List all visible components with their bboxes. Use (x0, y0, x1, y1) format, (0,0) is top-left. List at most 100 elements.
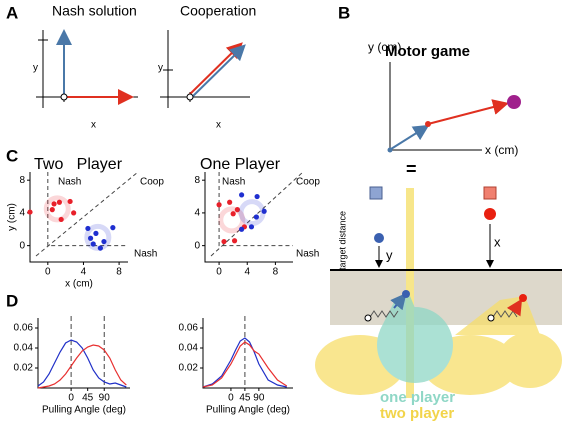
point (87, 235, 94, 241)
highlight (43, 195, 71, 223)
point (230, 211, 236, 217)
x-tick-label: 0 (216, 267, 222, 278)
origin (60, 93, 68, 101)
y-tick-label: 4 (19, 208, 25, 219)
point (239, 226, 245, 232)
axes (160, 30, 250, 108)
point (231, 238, 238, 244)
x-axis-label: Pulling Angle (deg) (42, 405, 126, 416)
chart-title: One Player (200, 156, 281, 173)
y-label: y (158, 63, 163, 74)
arrow (390, 124, 430, 150)
x-tick-label: 45 (239, 393, 251, 404)
chart-title: Two Player (34, 156, 123, 173)
y-tick-label: 0 (194, 240, 200, 251)
x-tick-label: 8 (116, 267, 122, 278)
reference-lines (210, 171, 304, 257)
point (221, 238, 227, 245)
point (49, 207, 55, 213)
annotation: Coop (296, 177, 320, 188)
y-tick-label: 0.06 (179, 323, 199, 334)
x-tick-label: 45 (82, 393, 94, 404)
point (101, 238, 107, 245)
reference-lines (35, 171, 139, 257)
x-marker: x (494, 234, 501, 249)
x-label: x (216, 120, 221, 131)
panel-b: B Motor game y (cm) x (cm) = y x target … (315, 3, 562, 422)
point (110, 225, 116, 231)
arrow (187, 42, 243, 97)
y-tick-label: 0 (19, 240, 25, 251)
point (27, 209, 33, 215)
x-axis-label: x (cm) (65, 279, 93, 290)
x-tick-label: 4 (81, 267, 87, 278)
point (56, 199, 63, 205)
handle (402, 290, 410, 298)
x-tick-label: 90 (253, 393, 265, 404)
arrow (506, 298, 523, 317)
line (37, 339, 127, 388)
handle (519, 294, 527, 302)
axes (202, 318, 293, 389)
cursor (374, 233, 384, 243)
x-tick-label: 8 (273, 267, 279, 278)
line (202, 337, 287, 388)
point (58, 216, 64, 223)
axes (37, 318, 130, 389)
line (202, 341, 288, 388)
point (97, 245, 103, 251)
x-tick-label: 0 (228, 393, 234, 404)
point (71, 210, 77, 216)
panel-letter: D (6, 291, 18, 310)
y-label: y (33, 63, 38, 74)
arrow (190, 44, 246, 99)
x-tick-label: 4 (244, 267, 250, 278)
y-tick-label: 0.04 (179, 343, 199, 354)
target-square (483, 186, 497, 200)
panel-a: A Nash solution Cooperation y x y x (6, 3, 256, 131)
cursor (484, 208, 496, 220)
y-tick-label: 4 (194, 208, 200, 219)
point (254, 193, 260, 200)
x-axis-label: Pulling Angle (deg) (206, 405, 290, 416)
annotation: Coop (140, 177, 164, 188)
x-tick-label: 0 (45, 267, 51, 278)
origin (186, 93, 194, 101)
point (253, 214, 259, 220)
point (67, 198, 73, 205)
axes (389, 62, 482, 151)
point (261, 208, 267, 214)
equals: = (406, 159, 417, 179)
title: Motor game (385, 43, 470, 60)
y-tick-label: 8 (194, 175, 200, 186)
x-axis-label: x (cm) (485, 143, 518, 157)
point (90, 241, 96, 247)
x-tick-label: 90 (99, 393, 111, 404)
y-marker: y (386, 247, 393, 262)
point (93, 230, 99, 236)
bodies (315, 296, 562, 395)
x-tick-label: 0 (68, 393, 74, 404)
legend-two-player: two player (380, 405, 454, 422)
annotation: Nash (296, 249, 319, 260)
legend-one-player: one player (380, 389, 455, 406)
spring (369, 310, 399, 318)
coop-title: Cooperation (180, 3, 256, 19)
point (227, 199, 233, 205)
dot (387, 147, 393, 153)
y-tick-label: 0.02 (179, 363, 199, 374)
y-tick-label: 8 (19, 175, 25, 186)
annotation: Nash (222, 177, 245, 188)
panel-letter: A (6, 3, 18, 22)
arrow (427, 99, 509, 125)
target-distance-label: target distance (337, 211, 347, 270)
y-axis-label: y (cm) (7, 203, 18, 231)
y-tick-label: 0.06 (14, 323, 34, 334)
arrow (390, 292, 407, 311)
point (248, 224, 255, 230)
x-label: x (91, 120, 96, 131)
handle (487, 314, 495, 322)
dot (425, 121, 431, 127)
point (234, 207, 240, 213)
target (507, 95, 521, 109)
